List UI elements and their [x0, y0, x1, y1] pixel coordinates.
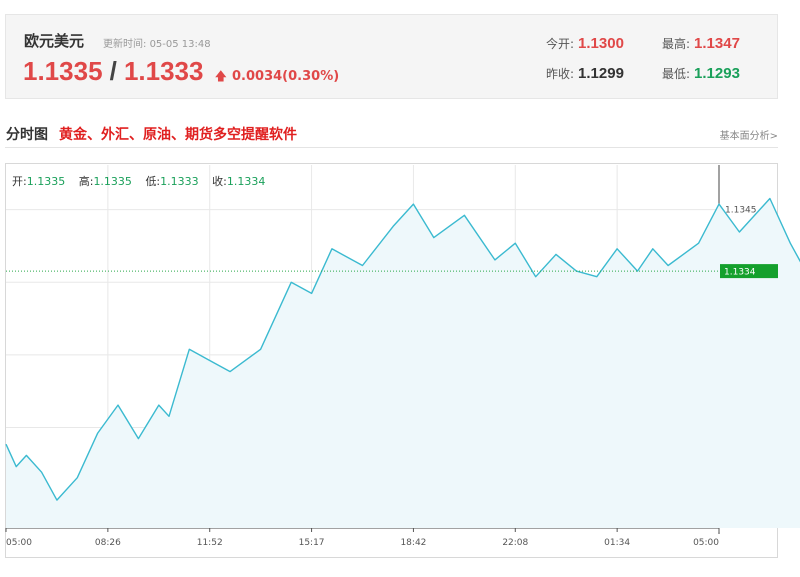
ohlc-open-value: 1.1335 — [26, 175, 66, 188]
x-tick-label: 11:52 — [197, 538, 223, 548]
x-tick-label: 01:34 — [604, 538, 630, 548]
stat-high-value: 1.1347 — [694, 35, 740, 52]
stat-prev-close: 昨收: 1.1299 — [546, 65, 624, 82]
stat-high: 最高: 1.1347 — [662, 35, 740, 52]
price-area-fill — [6, 198, 800, 528]
ohlc-open-label: 开: — [12, 175, 27, 188]
x-tick-label: 18:42 — [400, 538, 426, 548]
x-tick-label: 05:00 — [6, 538, 32, 548]
price-separator: / — [109, 56, 117, 86]
pair-name: 欧元美元 — [24, 32, 85, 50]
x-tick-label: 08:26 — [95, 538, 121, 548]
stat-low-label: 最低: — [662, 67, 691, 81]
ohlc-readout: 开:1.1335 高:1.1335 低:1.1333 收:1.1334 — [12, 173, 275, 189]
x-tick-label: 22:08 — [502, 538, 528, 548]
ohlc-low-label: 低: — [145, 175, 161, 188]
section-divider — [5, 147, 778, 148]
current-price-tag — [720, 264, 778, 279]
stat-open: 今开: 1.1300 — [546, 35, 624, 52]
price-line — [5, 197, 800, 501]
update-time-value: 05-05 13:48 — [149, 39, 211, 50]
ohlc-high-label: 高: — [78, 175, 94, 188]
ohlc-high-value: 1.1335 — [93, 175, 132, 188]
current-price-label: 1.1334 — [724, 268, 756, 278]
update-time: 更新时间: 05-05 13:48 — [103, 35, 211, 50]
x-tick-label: 05:00 — [693, 538, 719, 548]
stat-high-label: 最高: — [662, 37, 691, 51]
analysis-link[interactable]: 基本面分析> — [719, 131, 778, 142]
quote-panel: 欧元美元 更新时间: 05-05 13:48 1.1335 / 1.1333 🡅… — [5, 14, 778, 99]
ohlc-close-label: 收: — [212, 175, 227, 188]
price-change: 0.0034(0.30%) — [232, 69, 340, 84]
section-title: 分时图 — [6, 127, 48, 143]
price-row: 1.1335 / 1.1333 🡅 0.0034(0.30%) — [23, 56, 339, 88]
bid-price: 1.1335 — [23, 56, 103, 86]
stat-low: 最低: 1.1293 — [662, 65, 740, 82]
stat-open-label: 今开: — [546, 37, 575, 51]
ohlc-close-value: 1.1334 — [226, 175, 266, 188]
update-time-label: 更新时间: — [103, 39, 147, 50]
x-tick-label: 15:17 — [299, 538, 325, 548]
stat-prev-close-value: 1.1299 — [578, 65, 624, 82]
ask-price: 1.1333 — [123, 56, 204, 86]
arrow-up-icon: 🡅 — [214, 69, 227, 83]
ohlc-low-value: 1.1333 — [160, 175, 199, 188]
stat-prev-close-label: 昨收: — [546, 67, 575, 81]
y-tick-label: 1.1345 — [725, 206, 757, 216]
stat-low-value: 1.1293 — [694, 65, 740, 82]
promo-link[interactable]: 黄金、外汇、原油、期货多空提醒软件 — [59, 127, 297, 143]
stat-open-value: 1.1300 — [578, 35, 624, 52]
